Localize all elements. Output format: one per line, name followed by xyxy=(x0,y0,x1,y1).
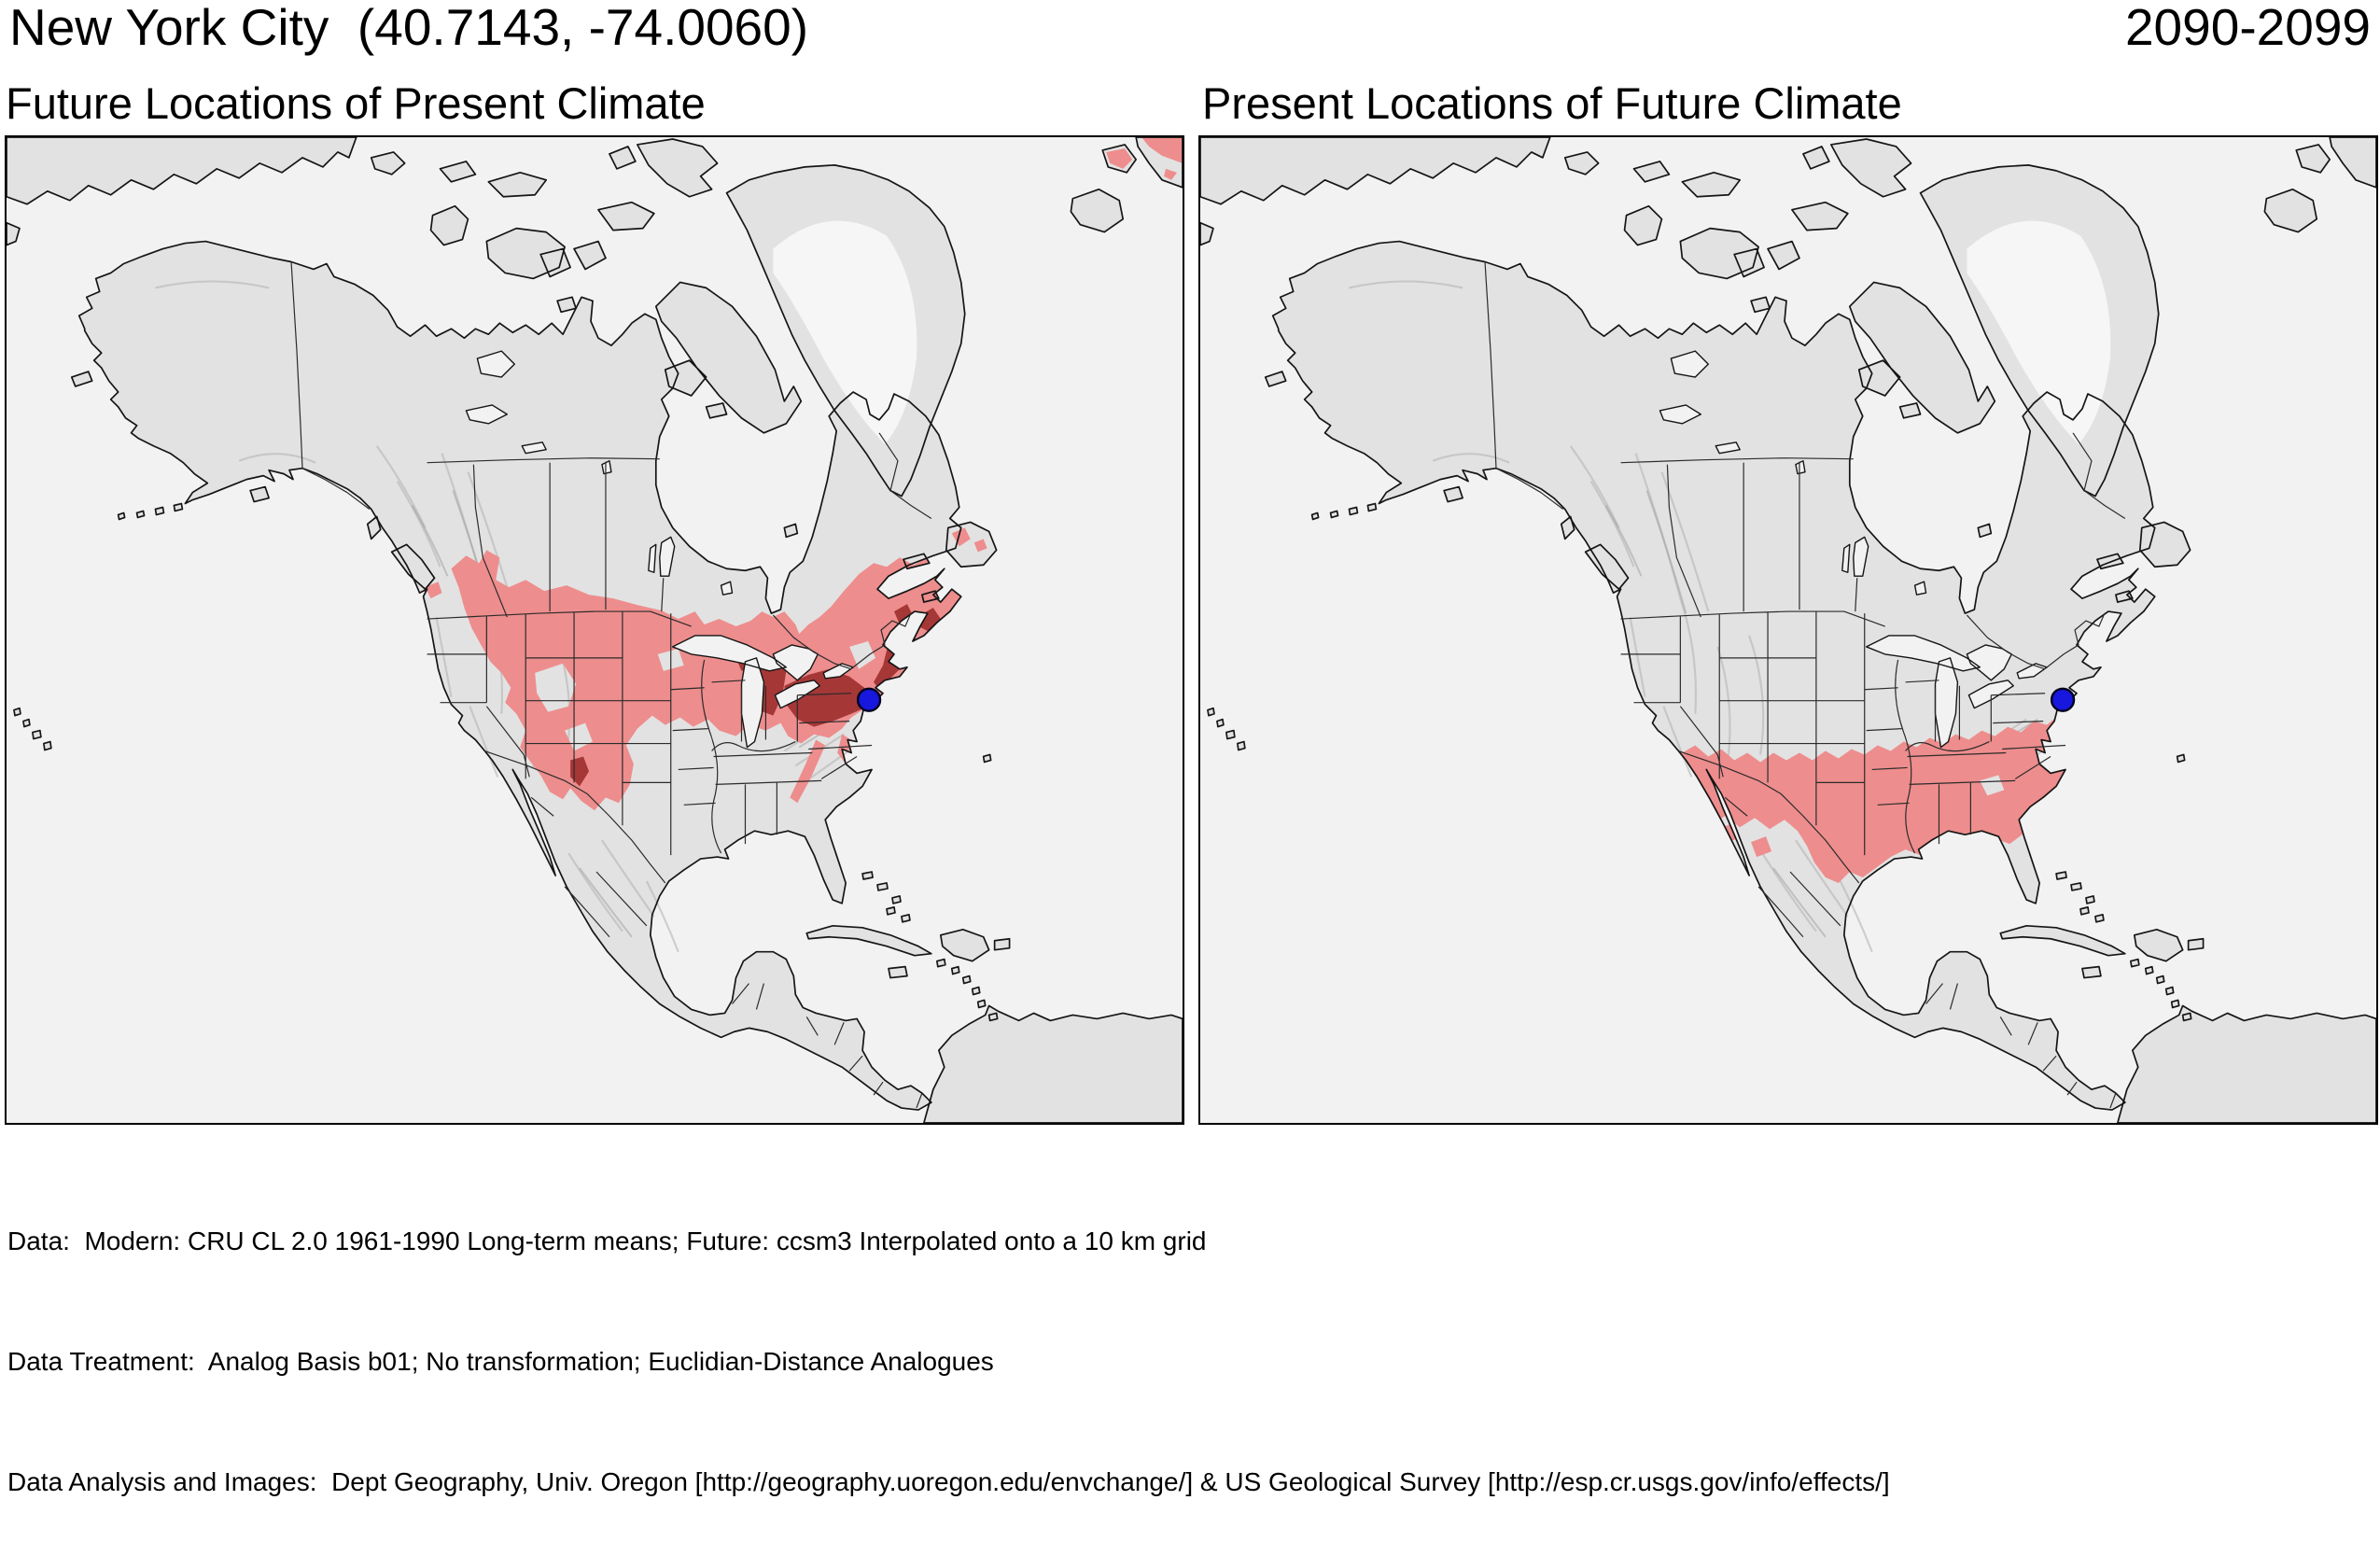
map-svg-right xyxy=(1200,137,2376,1123)
panel-title-future-locations: Future Locations of Present Climate xyxy=(6,78,706,128)
footer-credits-line: Data Analysis and Images: Dept Geography… xyxy=(7,1467,1890,1496)
map-future-locations-of-present-climate xyxy=(5,135,1184,1125)
map-svg-left xyxy=(7,137,1183,1123)
panel-title-present-locations: Present Locations of Future Climate xyxy=(1202,78,1902,128)
map-present-locations-of-future-climate xyxy=(1198,135,2378,1125)
footer-data-line: Data: Modern: CRU CL 2.0 1961-1990 Long-… xyxy=(7,1227,1207,1255)
city-marker xyxy=(2050,687,2076,712)
figure-footer: Data: Modern: CRU CL 2.0 1961-1990 Long-… xyxy=(7,1141,1890,1542)
period-label: 2090-2099 xyxy=(2124,0,2371,56)
city-marker xyxy=(856,687,882,712)
footer-treatment-line: Data Treatment: Analog Basis b01; No tra… xyxy=(7,1347,994,1376)
analog-region-light xyxy=(425,137,1183,811)
page-title: New York City (40.7143, -74.0060) xyxy=(9,0,809,56)
